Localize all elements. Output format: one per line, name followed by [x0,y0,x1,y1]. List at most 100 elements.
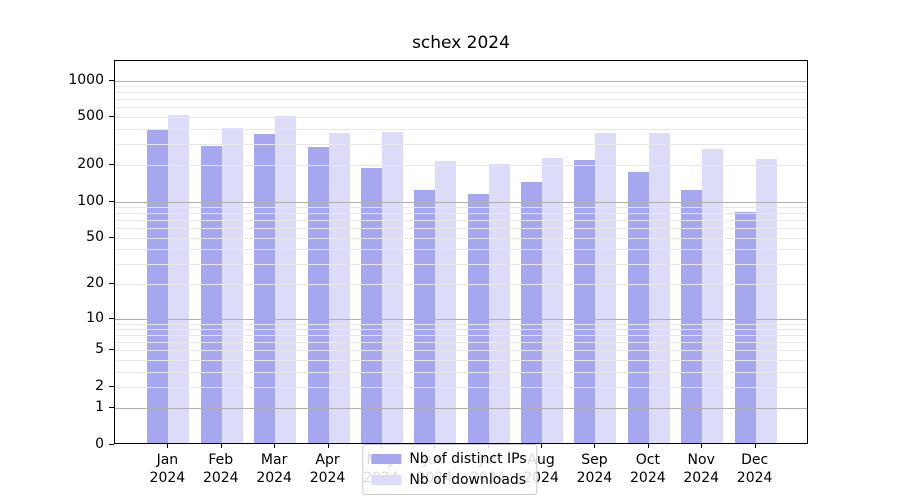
bar-distinct-ips-aug [521,181,543,443]
bar-downloads-jun [435,161,457,443]
bar-distinct-ips-mar [254,133,276,443]
y-tick-200 [109,164,114,166]
bar-downloads-mar [275,116,297,443]
y-tick-500 [109,116,114,118]
chart-title: schex 2024 [412,33,510,53]
gridline-60 [115,228,807,230]
legend: Nb of distinct IPs Nb of downloads [362,444,538,495]
gridline-2 [115,387,807,389]
bar-distinct-ips-dec [734,211,756,443]
y-tick-5 [109,349,114,351]
bar-downloads-jan [168,114,190,443]
y-label-1: 1 [95,399,104,416]
gridline-1 [115,408,807,410]
y-label-500: 500 [77,108,104,125]
x-label-nov: Nov 2024 [683,452,720,486]
bar-downloads-oct [648,133,670,443]
bar-distinct-ips-apr [307,146,329,443]
gridline-100 [115,201,807,203]
y-tick-1 [109,407,114,409]
y-label-50: 50 [86,228,104,245]
legend-swatch-downloads [371,475,402,485]
gridline-4 [115,360,807,362]
gridline-70 [115,220,807,222]
bar-distinct-ips-feb [200,145,222,443]
x-label-sep: Sep 2024 [576,452,613,486]
x-tick-feb [220,444,222,448]
gridline-200 [115,165,807,167]
legend-item-downloads: Nb of downloads [371,472,526,488]
legend-label-distinct-ips: Nb of distinct IPs [409,451,527,467]
gridline-20 [115,284,807,286]
x-label-oct: Oct 2024 [630,452,666,486]
gridline-600 [115,107,807,109]
gridline-300 [115,143,807,145]
x-tick-aug [541,444,543,448]
bar-distinct-ips-nov [681,189,703,443]
gridline-30 [115,263,807,265]
bar-downloads-nov [702,148,724,443]
gridline-1000 [115,80,807,82]
gridline-800 [115,92,807,94]
bar-distinct-ips-oct [627,172,649,443]
gridline-50 [115,237,807,239]
x-tick-jan [167,444,169,448]
gridline-8 [115,329,807,331]
y-tick-50 [109,236,114,238]
x-tick-nov [701,444,703,448]
y-label-1000: 1000 [68,71,104,88]
y-tick-10 [109,317,114,319]
y-label-0: 0 [95,436,104,452]
x-tick-mar [274,444,276,448]
y-label-2: 2 [95,378,104,395]
y-tick-100 [109,200,114,202]
bar-downloads-feb [221,128,243,443]
gridline-5 [115,350,807,352]
gridline-400 [115,128,807,130]
y-tick-1000 [109,79,114,81]
x-tick-dec [754,444,756,448]
y-label-200: 200 [77,156,104,173]
gridline-9 [115,323,807,325]
bar-downloads-may [381,131,403,443]
bar-downloads-sep [595,132,617,443]
y-label-100: 100 [77,192,104,209]
y-tick-2 [109,386,114,388]
gridline-6 [115,342,807,344]
legend-swatch-distinct-ips [371,454,402,464]
x-label-mar: Mar 2024 [256,452,292,486]
gridline-3 [115,371,807,373]
gridline-900 [115,86,807,88]
bar-distinct-ips-jan [147,128,169,443]
y-tick-20 [109,283,114,285]
gridline-500 [115,117,807,119]
y-tick-0 [109,444,114,445]
gridline-80 [115,213,807,215]
bar-downloads-jul [488,163,510,443]
legend-item-distinct-ips: Nb of distinct IPs [371,451,527,467]
bar-downloads-apr [328,132,350,443]
gridline-40 [115,249,807,251]
x-tick-oct [647,444,649,448]
y-label-5: 5 [95,341,104,358]
legend-label-downloads: Nb of downloads [409,472,527,488]
x-label-dec: Dec 2024 [736,452,773,486]
x-label-apr: Apr 2024 [309,452,346,486]
gridline-7 [115,335,807,337]
gridline-10 [115,318,807,320]
gridline-90 [115,207,807,209]
bar-distinct-ips-jun [414,190,436,443]
x-label-feb: Feb 2024 [202,452,239,486]
x-tick-apr [327,444,329,448]
plot-area [114,60,808,444]
x-tick-sep [594,444,596,448]
bar-distinct-ips-sep [574,160,596,443]
x-label-jan: Jan 2024 [149,452,186,486]
y-label-10: 10 [86,309,104,326]
bar-downloads-aug [542,158,564,443]
bar-distinct-ips-may [360,167,382,443]
gridline-700 [115,99,807,101]
y-label-20: 20 [86,275,104,292]
bar-distinct-ips-jul [467,193,489,443]
